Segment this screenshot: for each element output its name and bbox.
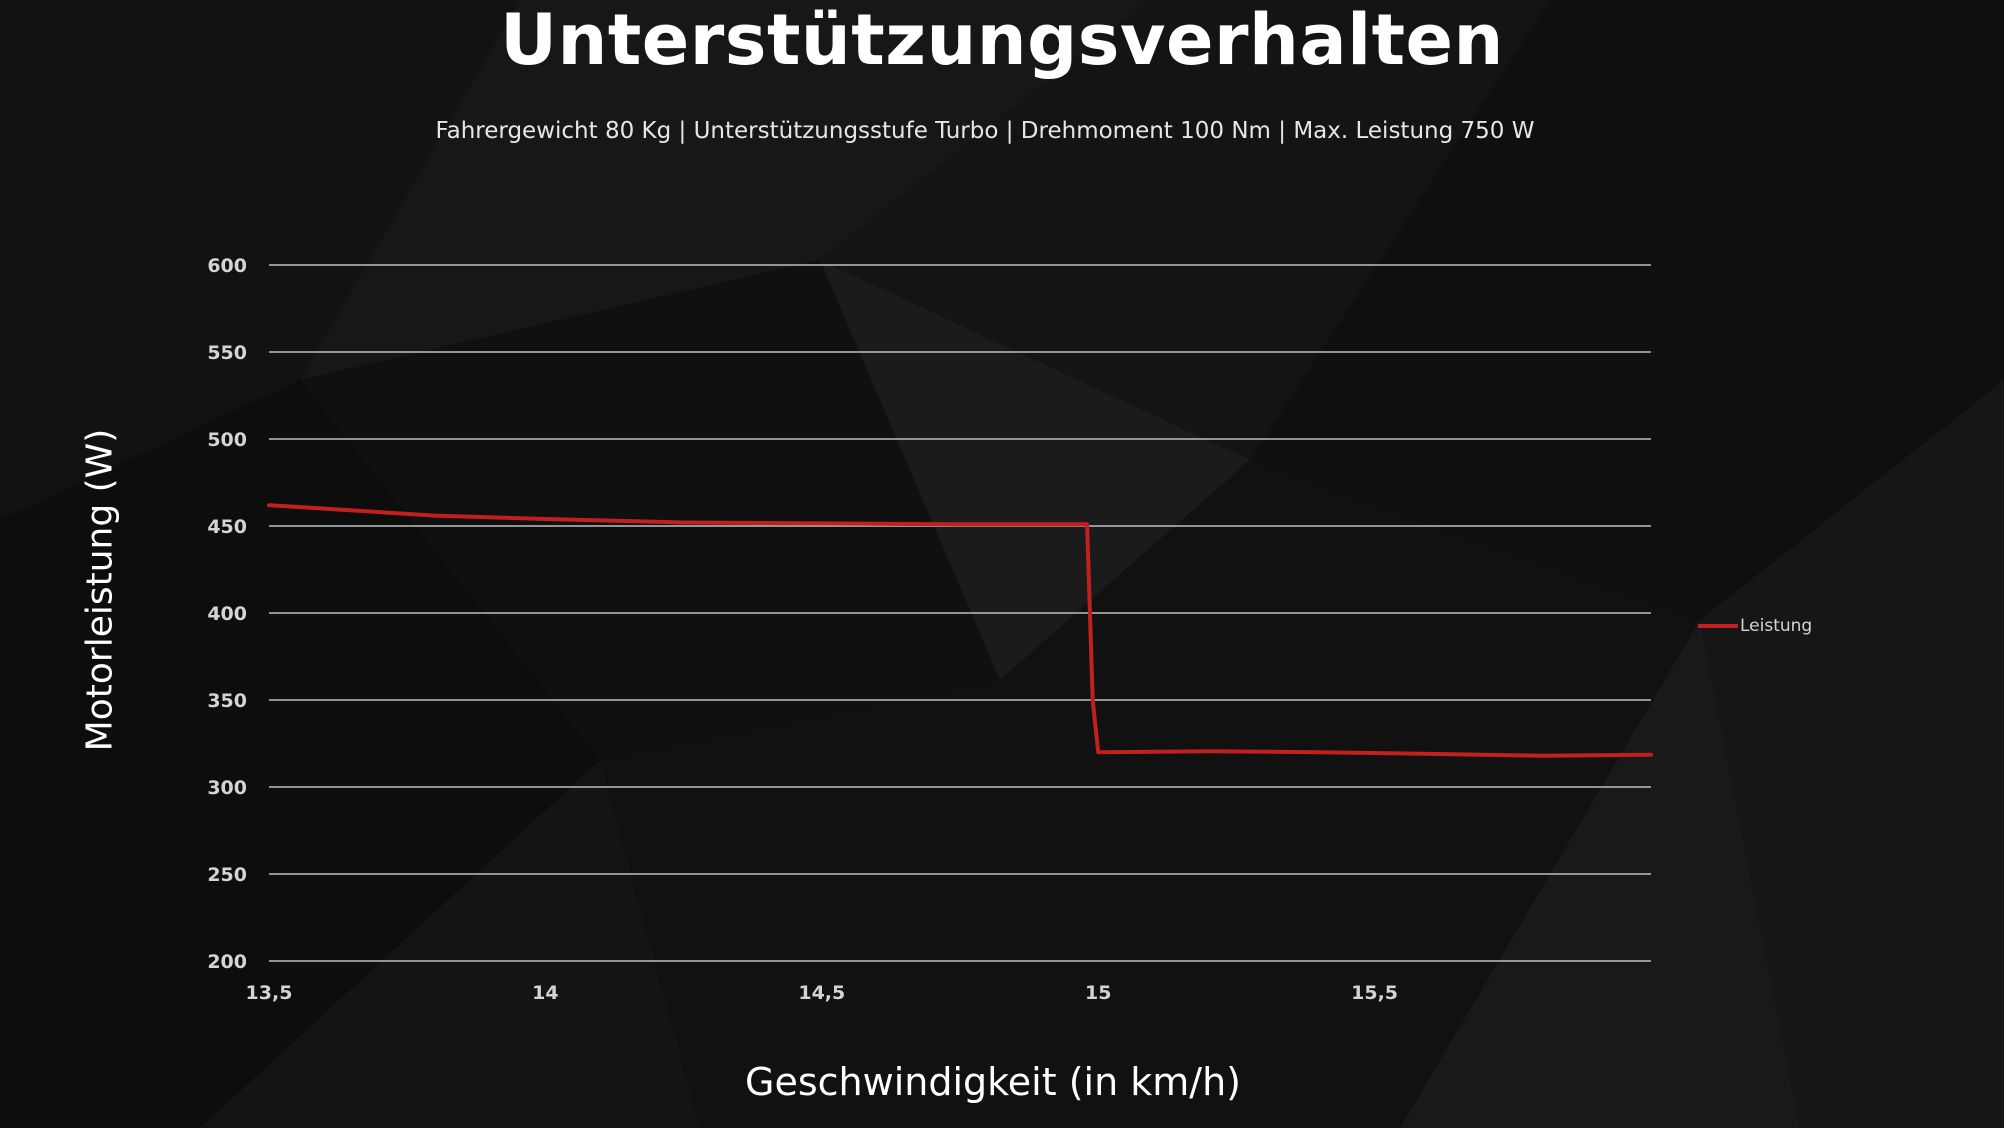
legend-label-leistung: Leistung xyxy=(1740,616,1813,636)
series-line-leistung xyxy=(267,503,1653,758)
y-tick-label: 250 xyxy=(207,864,247,886)
y-tick-label: 500 xyxy=(207,429,247,451)
chart-subtitle: Fahrergewicht 80 Kg | Unterstützungsstuf… xyxy=(435,118,1535,144)
y-tick-label: 600 xyxy=(207,255,247,277)
series-lines xyxy=(267,503,1653,758)
y-axis-ticks: 200 250 300 350 400 450 500 550 600 xyxy=(207,255,247,973)
x-tick-label: 13,5 xyxy=(246,982,293,1004)
y-tick-label: 200 xyxy=(207,951,247,973)
y-tick-label: 550 xyxy=(207,342,247,364)
x-axis-label: Geschwindigkeit (in km/h) xyxy=(745,1060,1241,1104)
x-tick-label: 14 xyxy=(532,982,558,1004)
chart-title: Unterstützungsverhalten xyxy=(500,0,1504,81)
y-axis-label: Motorleistung (W) xyxy=(79,428,121,752)
gridlines xyxy=(269,264,1651,962)
y-tick-label: 350 xyxy=(207,690,247,712)
x-axis-ticks: 13,5 14 14,5 15 15,5 xyxy=(246,982,1398,1004)
y-tick-label: 400 xyxy=(207,603,247,625)
y-tick-label: 300 xyxy=(207,777,247,799)
legend-swatch-leistung xyxy=(1698,624,1738,628)
x-tick-label: 14,5 xyxy=(798,982,845,1004)
y-tick-label: 450 xyxy=(207,516,247,538)
legend: Leistung xyxy=(1698,616,1812,636)
x-tick-label: 15 xyxy=(1085,982,1111,1004)
x-tick-label: 15,5 xyxy=(1351,982,1398,1004)
